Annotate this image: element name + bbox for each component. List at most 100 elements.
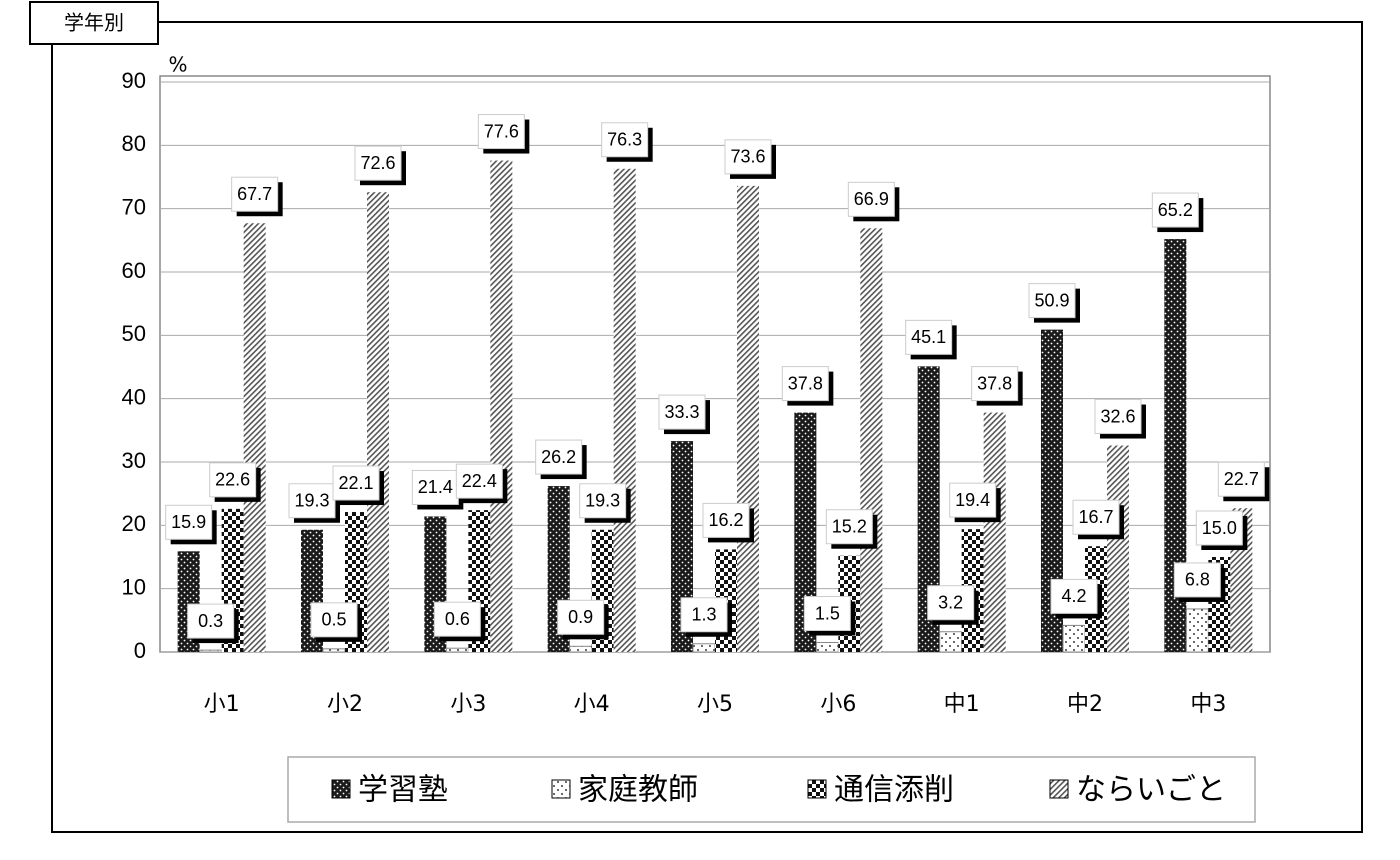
data-label: 19.3	[294, 491, 329, 511]
data-label: 15.2	[832, 516, 867, 536]
frame	[51, 21, 1363, 833]
label-box	[803, 596, 851, 631]
title-box	[29, 1, 159, 45]
y-unit: %	[168, 53, 187, 77]
label-box	[455, 463, 503, 499]
data-label: 1.5	[815, 603, 840, 623]
bar	[1041, 329, 1063, 652]
bar	[445, 647, 469, 653]
bar	[1062, 624, 1086, 653]
data-label: 0.5	[321, 610, 346, 630]
chart-title: 学年別	[64, 11, 124, 35]
label-box	[658, 394, 706, 430]
bar	[917, 366, 940, 652]
data-label: 32.6	[1100, 406, 1135, 426]
x-tick-label: 中1	[944, 692, 980, 717]
data-label: 15.9	[171, 512, 206, 532]
y-tick-label: 0	[134, 638, 146, 663]
x-tick-label: 中3	[1190, 692, 1226, 717]
y-tick-label: 60	[122, 258, 146, 283]
bar	[860, 228, 883, 653]
label-box	[288, 483, 336, 519]
label-box	[847, 181, 895, 217]
label-box	[1217, 461, 1265, 497]
x-tick-label: 小5	[697, 692, 733, 717]
bar	[1107, 445, 1129, 652]
legend-label: ならいごと	[1076, 773, 1226, 808]
data-label: 16.2	[708, 510, 743, 530]
data-label: 37.8	[977, 373, 1012, 393]
data-label: 4.2	[1061, 586, 1086, 606]
data-label: 33.3	[664, 402, 699, 422]
legend-swatch	[551, 779, 571, 799]
x-tick-label: 小6	[820, 692, 856, 717]
data-label: 0.3	[198, 611, 223, 631]
bar	[1185, 608, 1209, 653]
label-box	[477, 114, 525, 150]
y-tick-label: 40	[122, 384, 146, 409]
y-tick-label: 10	[122, 574, 146, 599]
legend-label: 通信添削	[834, 773, 954, 808]
label-box	[1195, 510, 1243, 546]
bar	[737, 185, 759, 652]
label-box	[601, 122, 649, 158]
label-box	[927, 585, 975, 621]
label-box	[825, 509, 873, 545]
data-label: 22.4	[462, 471, 497, 491]
bar	[490, 160, 513, 653]
legend-label: 家庭教師	[578, 773, 698, 808]
data-label: 19.4	[955, 490, 990, 510]
data-label: 3.2	[938, 592, 963, 612]
label-box	[1028, 283, 1076, 319]
data-label: 0.6	[445, 609, 470, 629]
bar	[322, 648, 346, 653]
label-box	[209, 462, 257, 498]
label-box	[433, 601, 481, 637]
label-box	[702, 502, 750, 538]
data-label: 6.8	[1185, 570, 1210, 590]
x-tick-label: 中2	[1067, 692, 1103, 717]
label-box	[781, 366, 829, 402]
label-box	[411, 469, 459, 505]
label-box	[724, 139, 772, 175]
y-tick-label: 80	[122, 131, 146, 156]
bar	[367, 192, 389, 652]
label-box	[535, 439, 583, 475]
x-tick-label: 小4	[574, 692, 610, 717]
bar	[939, 631, 963, 653]
label-box	[354, 145, 402, 181]
data-label: 50.9	[1034, 290, 1069, 310]
data-label: 0.9	[568, 607, 593, 627]
label-box	[680, 597, 728, 633]
data-label: 72.6	[360, 153, 395, 173]
bar	[815, 642, 839, 653]
data-label: 19.3	[585, 491, 620, 511]
label-box	[1173, 562, 1221, 598]
bar	[613, 168, 636, 652]
label-box	[165, 504, 213, 540]
label-box	[949, 482, 997, 518]
bar	[199, 649, 223, 653]
label-box	[1072, 499, 1120, 535]
legend-swatch	[1049, 779, 1069, 799]
data-label: 65.2	[1158, 200, 1193, 220]
data-label: 77.6	[484, 121, 519, 141]
y-tick-label: 20	[122, 511, 146, 536]
legend-swatch	[807, 779, 827, 799]
label-box	[1050, 578, 1098, 614]
bar	[1164, 239, 1187, 653]
data-label: 45.1	[911, 327, 946, 347]
label-box	[332, 465, 380, 501]
data-label: 22.6	[215, 470, 250, 490]
data-label: 66.9	[854, 189, 889, 209]
label-box	[1094, 399, 1142, 435]
bar	[794, 412, 817, 652]
bar	[243, 223, 266, 652]
data-label: 37.8	[788, 373, 823, 393]
label-box	[310, 602, 358, 638]
data-label: 67.7	[237, 184, 272, 204]
bar	[692, 643, 716, 653]
x-tick-label: 小3	[450, 692, 486, 717]
data-label: 1.3	[691, 605, 716, 625]
